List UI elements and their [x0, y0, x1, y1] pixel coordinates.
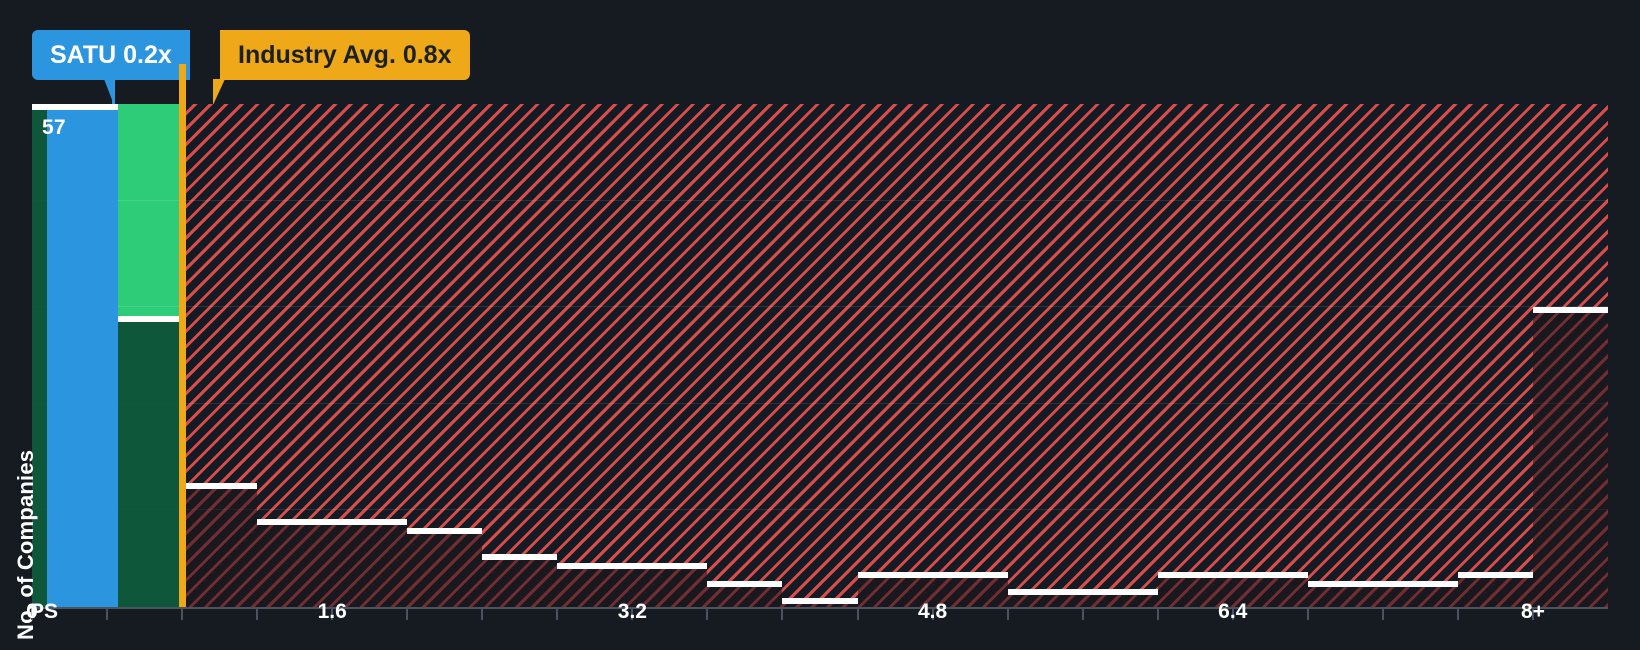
histogram-bar-cap: [1382, 580, 1458, 587]
histogram-bar[interactable]: [407, 527, 483, 607]
histogram-bar[interactable]: [782, 598, 858, 607]
histogram-bar-cap: [857, 571, 933, 578]
histogram-bar[interactable]: [932, 571, 1008, 607]
x-axis-tick: [556, 608, 559, 620]
x-axis-tick: [106, 608, 109, 620]
x-axis-tick: [1531, 608, 1534, 620]
histogram-bar-cap: [1307, 580, 1383, 587]
x-axis-tick: [481, 608, 484, 620]
histogram-bar[interactable]: [1082, 589, 1158, 607]
plot-inner: 57: [32, 104, 1608, 607]
histogram-bar-cap: [257, 518, 333, 525]
x-axis-tick-label: 0: [26, 600, 38, 623]
histogram-bar-cap: [932, 571, 1008, 578]
histogram-bar[interactable]: [257, 518, 333, 607]
self-company-bar[interactable]: [47, 104, 119, 607]
plot-area: 57: [32, 64, 1608, 607]
histogram-bar[interactable]: [1232, 571, 1308, 607]
x-axis-tick: [631, 608, 634, 620]
histogram-bar-cap: [632, 562, 708, 569]
histogram-bar-cap: [557, 562, 633, 569]
x-axis-tick: [706, 608, 709, 620]
self-badge-tail: [104, 79, 114, 105]
x-axis-tick-label: 3.2: [617, 600, 647, 623]
histogram-bar-cap: [182, 483, 258, 490]
x-axis-tick: [1456, 608, 1459, 620]
x-axis-name: PS: [30, 600, 59, 623]
histogram-bar[interactable]: [1307, 580, 1383, 607]
x-axis-tick-label: 1.6: [317, 600, 347, 623]
self-badge-pointer-line: [112, 79, 115, 121]
histogram-bar-cap: [1457, 571, 1533, 578]
expensive-region: [182, 104, 1608, 607]
x-axis-tick: [406, 608, 409, 620]
gridline-2: [32, 305, 1608, 307]
industry-average-line: [179, 64, 187, 607]
histogram-bar-cap: [1157, 571, 1233, 578]
x-axis-tick: [856, 608, 859, 620]
histogram-bar[interactable]: [1007, 589, 1083, 607]
x-axis-tick: [931, 608, 934, 620]
x-axis-tick: [1156, 608, 1159, 620]
x-axis-tick: [1231, 608, 1234, 620]
histogram-bar-cap: [1532, 306, 1608, 313]
x-axis-tick: [31, 608, 33, 620]
histogram-bar-cap: [1007, 589, 1083, 596]
gridline-3: [32, 200, 1608, 202]
gridline-0: [32, 508, 1608, 510]
x-axis-tick-label: 8+: [1520, 600, 1545, 623]
histogram-bar-cap: [107, 315, 183, 322]
x-axis-tick: [781, 608, 784, 620]
histogram-bar-cap: [332, 518, 408, 525]
histogram-bar-cap: [407, 527, 483, 534]
x-axis-tick: [1306, 608, 1309, 620]
max-count-label: 57: [42, 116, 66, 139]
x-axis-tick: [181, 608, 184, 620]
self-company-badge[interactable]: SATU 0.2x: [32, 30, 190, 80]
industry-badge-tail: [213, 79, 225, 105]
x-axis-tick: [1381, 608, 1384, 620]
histogram-bar[interactable]: [707, 580, 783, 607]
histogram-bar[interactable]: [1457, 571, 1533, 607]
industry-average-badge[interactable]: Industry Avg. 0.8x: [220, 30, 470, 80]
histogram-bar-cap: [1082, 589, 1158, 596]
histogram-bar[interactable]: [632, 562, 708, 607]
histogram-bar-cap: [707, 580, 783, 587]
x-axis-tick-label: 4.8: [917, 600, 948, 623]
histogram-bar-cap: [482, 554, 558, 561]
histogram-bar[interactable]: [1532, 306, 1608, 607]
histogram-bar-cap: [1232, 571, 1308, 578]
x-axis-tick: [1081, 608, 1084, 620]
histogram-bar[interactable]: [557, 562, 633, 607]
x-axis-line: [32, 607, 1608, 609]
histogram-bar[interactable]: [1382, 580, 1458, 607]
self-company-bar-cap: [47, 104, 119, 110]
x-axis-tick: [331, 608, 334, 620]
histogram-bar[interactable]: [1157, 571, 1233, 607]
x-axis-tick: [256, 608, 259, 620]
histogram-bar[interactable]: [857, 571, 933, 607]
histogram-bar[interactable]: [107, 315, 183, 607]
histogram-bar[interactable]: [332, 518, 408, 607]
x-axis-tick-label: 6.4: [1218, 600, 1248, 623]
histogram-bar[interactable]: [482, 554, 558, 607]
x-axis-tick: [1006, 608, 1009, 620]
gridline-1: [32, 403, 1608, 405]
histogram-bar-cap: [782, 598, 858, 605]
histogram-bar[interactable]: [182, 483, 258, 607]
